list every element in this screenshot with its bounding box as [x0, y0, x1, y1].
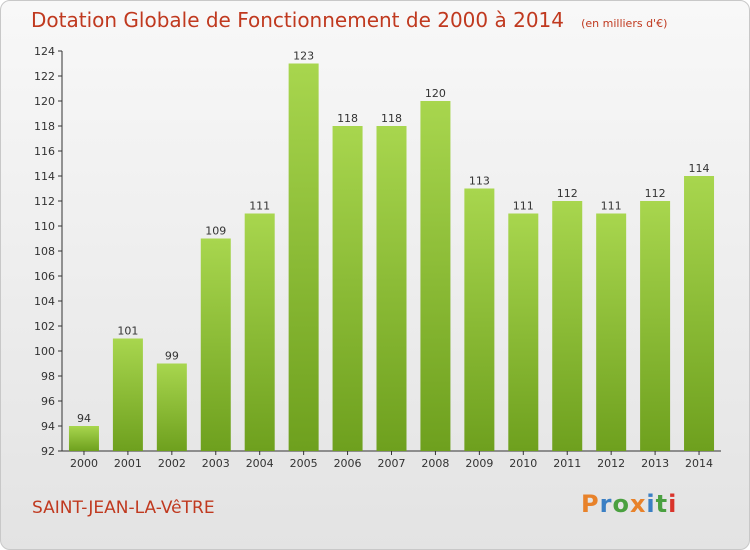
x-tick-label: 2001	[114, 457, 142, 470]
bar	[420, 101, 451, 451]
logo-letter: i	[646, 490, 656, 518]
bar	[684, 176, 715, 451]
commune-name: SAINT-JEAN-LA-VêTRE	[32, 498, 215, 518]
bar-value-label: 99	[165, 350, 179, 363]
logo-letter: o	[612, 490, 630, 518]
y-tick-label: 102	[34, 320, 55, 333]
logo-letter: i	[668, 490, 678, 518]
y-tick-label: 108	[34, 245, 55, 258]
logo-letter: x	[629, 490, 647, 518]
bar-value-label: 112	[645, 187, 666, 200]
y-tick-label: 118	[34, 120, 55, 133]
bar-value-label: 114	[689, 162, 710, 175]
x-tick-label: 2007	[378, 457, 406, 470]
y-tick-label: 120	[34, 95, 55, 108]
x-tick-label: 2005	[290, 457, 318, 470]
logo-letter: t	[655, 490, 669, 518]
bar-value-label: 112	[557, 187, 578, 200]
bar-value-label: 111	[601, 200, 622, 213]
y-tick-label: 98	[41, 370, 55, 383]
y-tick-label: 112	[34, 195, 55, 208]
x-tick-label: 2014	[685, 457, 713, 470]
bar	[68, 426, 99, 451]
bar-value-label: 94	[77, 412, 91, 425]
chart-unit: (en milliers d'€)	[581, 17, 668, 30]
x-tick-label: 2010	[509, 457, 537, 470]
chart-title-block: Dotation Globale de Fonctionnement de 20…	[31, 8, 667, 32]
y-tick-label: 106	[34, 270, 55, 283]
bar-value-label: 111	[513, 200, 534, 213]
x-tick-label: 2013	[641, 457, 669, 470]
y-tick-label: 116	[34, 145, 55, 158]
bar-value-label: 118	[337, 112, 358, 125]
bar-value-label: 101	[117, 325, 138, 338]
y-tick-label: 104	[34, 295, 55, 308]
y-tick-label: 122	[34, 70, 55, 83]
bar	[112, 338, 143, 451]
x-tick-label: 2011	[553, 457, 581, 470]
bar	[552, 201, 583, 451]
bar-value-label: 109	[205, 225, 226, 238]
bar	[332, 126, 363, 451]
bar	[200, 238, 231, 451]
logo-letter: r	[599, 490, 613, 518]
x-tick-label: 2002	[158, 457, 186, 470]
x-tick-label: 2003	[202, 457, 230, 470]
chart-value-labels: 94 101 99 109 111 123 118 118 120 113 111 112 111 112…	[77, 50, 710, 426]
x-tick-label: 2000	[70, 457, 98, 470]
bar-value-label: 118	[381, 112, 402, 125]
bar-value-label: 123	[293, 50, 314, 63]
chart-title: Dotation Globale de Fonctionnement de 20…	[31, 8, 564, 32]
bar-value-label: 113	[469, 175, 490, 188]
chart-bars	[68, 63, 715, 451]
y-tick-label: 92	[41, 445, 55, 458]
bar	[464, 188, 495, 451]
proxiti-logo: Proxiti	[581, 490, 677, 518]
logo-letter: P	[581, 490, 600, 518]
bar	[640, 201, 671, 451]
bar	[244, 213, 275, 451]
y-tick-label: 114	[34, 170, 55, 183]
bar	[596, 213, 627, 451]
bar-value-label: 120	[425, 87, 446, 100]
y-tick-label: 96	[41, 395, 55, 408]
bar	[288, 63, 319, 451]
bar	[376, 126, 407, 451]
bar-value-label: 111	[249, 200, 270, 213]
x-tick-label: 2012	[597, 457, 625, 470]
chart-axes: 92 94 96 98 100 102 104 106 108 110 112 114 116 118 12…	[34, 45, 721, 470]
y-tick-label: 124	[34, 45, 55, 58]
bar	[156, 363, 187, 451]
bar	[508, 213, 539, 451]
x-tick-label: 2009	[465, 457, 493, 470]
x-tick-label: 2004	[246, 457, 274, 470]
y-tick-label: 110	[34, 220, 55, 233]
x-tick-label: 2006	[334, 457, 362, 470]
x-tick-label: 2008	[421, 457, 449, 470]
y-tick-label: 94	[41, 420, 55, 433]
y-tick-label: 100	[34, 345, 55, 358]
